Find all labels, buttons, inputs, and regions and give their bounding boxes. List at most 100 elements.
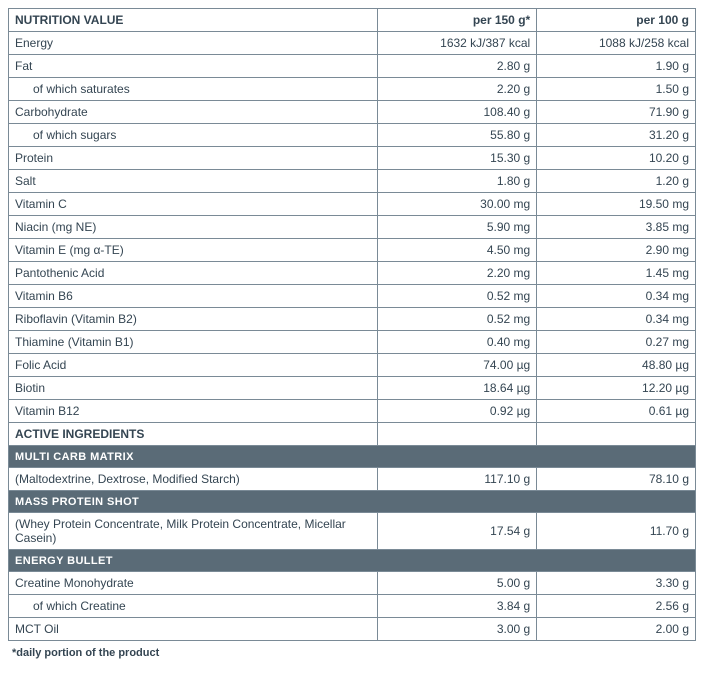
- row-label: Fat: [9, 55, 378, 78]
- row-label: MASS PROTEIN SHOT: [9, 491, 696, 513]
- row-label: Biotin: [9, 377, 378, 400]
- row-value-2: 1.20 g: [537, 170, 696, 193]
- row-label: Riboflavin (Vitamin B2): [9, 308, 378, 331]
- row-label: Salt: [9, 170, 378, 193]
- row-value-1: 5.00 g: [378, 572, 537, 595]
- row-value-1: 0.92 µg: [378, 400, 537, 423]
- row-label: Vitamin B6: [9, 285, 378, 308]
- nutrition-row: Pantothenic Acid2.20 mg1.45 mg: [9, 262, 696, 285]
- row-value-2: 71.90 g: [537, 101, 696, 124]
- nutrition-row: of which sugars55.80 g31.20 g: [9, 124, 696, 147]
- row-value-2: 78.10 g: [537, 468, 696, 491]
- row-label: Pantothenic Acid: [9, 262, 378, 285]
- nutrition-row: Salt1.80 g1.20 g: [9, 170, 696, 193]
- nutrition-row: Thiamine (Vitamin B1)0.40 mg0.27 mg: [9, 331, 696, 354]
- row-value-2: 0.61 µg: [537, 400, 696, 423]
- ingredient-row: of which Creatine3.84 g2.56 g: [9, 595, 696, 618]
- row-value-1: [378, 423, 537, 446]
- row-value-2: 10.20 g: [537, 147, 696, 170]
- row-value-2: 3.30 g: [537, 572, 696, 595]
- section-title: ENERGY BULLET: [9, 550, 696, 572]
- row-value-2: 0.27 mg: [537, 331, 696, 354]
- row-value-2: 2.00 g: [537, 618, 696, 641]
- row-value-2: 48.80 µg: [537, 354, 696, 377]
- row-value-2: 31.20 g: [537, 124, 696, 147]
- row-value-1: 30.00 mg: [378, 193, 537, 216]
- row-label: Energy: [9, 32, 378, 55]
- row-label: Vitamin E (mg α-TE): [9, 239, 378, 262]
- row-label: Niacin (mg NE): [9, 216, 378, 239]
- row-value-1: 1.80 g: [378, 170, 537, 193]
- row-value-2: [537, 423, 696, 446]
- row-value-2: 2.90 mg: [537, 239, 696, 262]
- ingredient-row: (Maltodextrine, Dextrose, Modified Starc…: [9, 468, 696, 491]
- nutrition-table: NUTRITION VALUE per 150 g* per 100 g Ene…: [8, 8, 696, 641]
- row-value-1: 18.64 µg: [378, 377, 537, 400]
- row-value-1: 17.54 g: [378, 513, 537, 550]
- row-value-2: 2.56 g: [537, 595, 696, 618]
- row-value-1: 5.90 mg: [378, 216, 537, 239]
- header-label: NUTRITION VALUE: [9, 9, 378, 32]
- nutrition-row: Vitamin C30.00 mg19.50 mg: [9, 193, 696, 216]
- row-label: (Maltodextrine, Dextrose, Modified Starc…: [9, 468, 378, 491]
- row-value-1: 15.30 g: [378, 147, 537, 170]
- row-label: of which saturates: [9, 78, 378, 101]
- section-title: MASS PROTEIN SHOT: [9, 491, 696, 513]
- row-label: ACTIVE INGREDIENTS: [9, 423, 378, 446]
- row-value-1: 0.52 mg: [378, 285, 537, 308]
- row-label: ENERGY BULLET: [9, 550, 696, 572]
- row-value-1: 3.00 g: [378, 618, 537, 641]
- ingredient-row: (Whey Protein Concentrate, Milk Protein …: [9, 513, 696, 550]
- row-value-2: 1088 kJ/258 kcal: [537, 32, 696, 55]
- active-ingredients-heading: ACTIVE INGREDIENTS: [9, 423, 696, 446]
- nutrition-row: Fat2.80 g1.90 g: [9, 55, 696, 78]
- ingredient-row: Creatine Monohydrate5.00 g3.30 g: [9, 572, 696, 595]
- row-label: Thiamine (Vitamin B1): [9, 331, 378, 354]
- row-value-2: 12.20 µg: [537, 377, 696, 400]
- ingredient-row: MCT Oil3.00 g2.00 g: [9, 618, 696, 641]
- nutrition-row: Niacin (mg NE)5.90 mg3.85 mg: [9, 216, 696, 239]
- nutrition-row: Vitamin E (mg α-TE)4.50 mg2.90 mg: [9, 239, 696, 262]
- header-col2: per 100 g: [537, 9, 696, 32]
- row-value-1: 4.50 mg: [378, 239, 537, 262]
- nutrition-row: Carbohydrate108.40 g71.90 g: [9, 101, 696, 124]
- row-value-2: 0.34 mg: [537, 285, 696, 308]
- nutrition-row: Vitamin B60.52 mg0.34 mg: [9, 285, 696, 308]
- row-value-2: 1.50 g: [537, 78, 696, 101]
- row-label: Folic Acid: [9, 354, 378, 377]
- nutrition-row: Riboflavin (Vitamin B2)0.52 mg0.34 mg: [9, 308, 696, 331]
- row-label: MULTI CARB MATRIX: [9, 446, 696, 468]
- row-value-2: 19.50 mg: [537, 193, 696, 216]
- header-row: NUTRITION VALUE per 150 g* per 100 g: [9, 9, 696, 32]
- nutrition-row: Biotin18.64 µg12.20 µg: [9, 377, 696, 400]
- row-label: Creatine Monohydrate: [9, 572, 378, 595]
- row-label: of which Creatine: [9, 595, 378, 618]
- row-value-2: 11.70 g: [537, 513, 696, 550]
- row-label: Vitamin B12: [9, 400, 378, 423]
- row-label: (Whey Protein Concentrate, Milk Protein …: [9, 513, 378, 550]
- row-value-2: 1.90 g: [537, 55, 696, 78]
- row-value-1: 1632 kJ/387 kcal: [378, 32, 537, 55]
- nutrition-row: Folic Acid74.00 µg48.80 µg: [9, 354, 696, 377]
- nutrition-row: Protein15.30 g10.20 g: [9, 147, 696, 170]
- row-label: of which sugars: [9, 124, 378, 147]
- row-value-1: 3.84 g: [378, 595, 537, 618]
- row-value-1: 0.52 mg: [378, 308, 537, 331]
- row-value-2: 3.85 mg: [537, 216, 696, 239]
- row-value-2: 0.34 mg: [537, 308, 696, 331]
- row-value-1: 117.10 g: [378, 468, 537, 491]
- row-value-1: 2.20 mg: [378, 262, 537, 285]
- row-value-1: 74.00 µg: [378, 354, 537, 377]
- section-title: MULTI CARB MATRIX: [9, 446, 696, 468]
- row-value-2: 1.45 mg: [537, 262, 696, 285]
- header-col1: per 150 g*: [378, 9, 537, 32]
- row-label: MCT Oil: [9, 618, 378, 641]
- footnote: *daily portion of the product: [8, 641, 696, 659]
- row-value-1: 2.80 g: [378, 55, 537, 78]
- row-label: Protein: [9, 147, 378, 170]
- row-value-1: 108.40 g: [378, 101, 537, 124]
- row-value-1: 2.20 g: [378, 78, 537, 101]
- row-label: Carbohydrate: [9, 101, 378, 124]
- nutrition-row: of which saturates2.20 g1.50 g: [9, 78, 696, 101]
- row-value-1: 55.80 g: [378, 124, 537, 147]
